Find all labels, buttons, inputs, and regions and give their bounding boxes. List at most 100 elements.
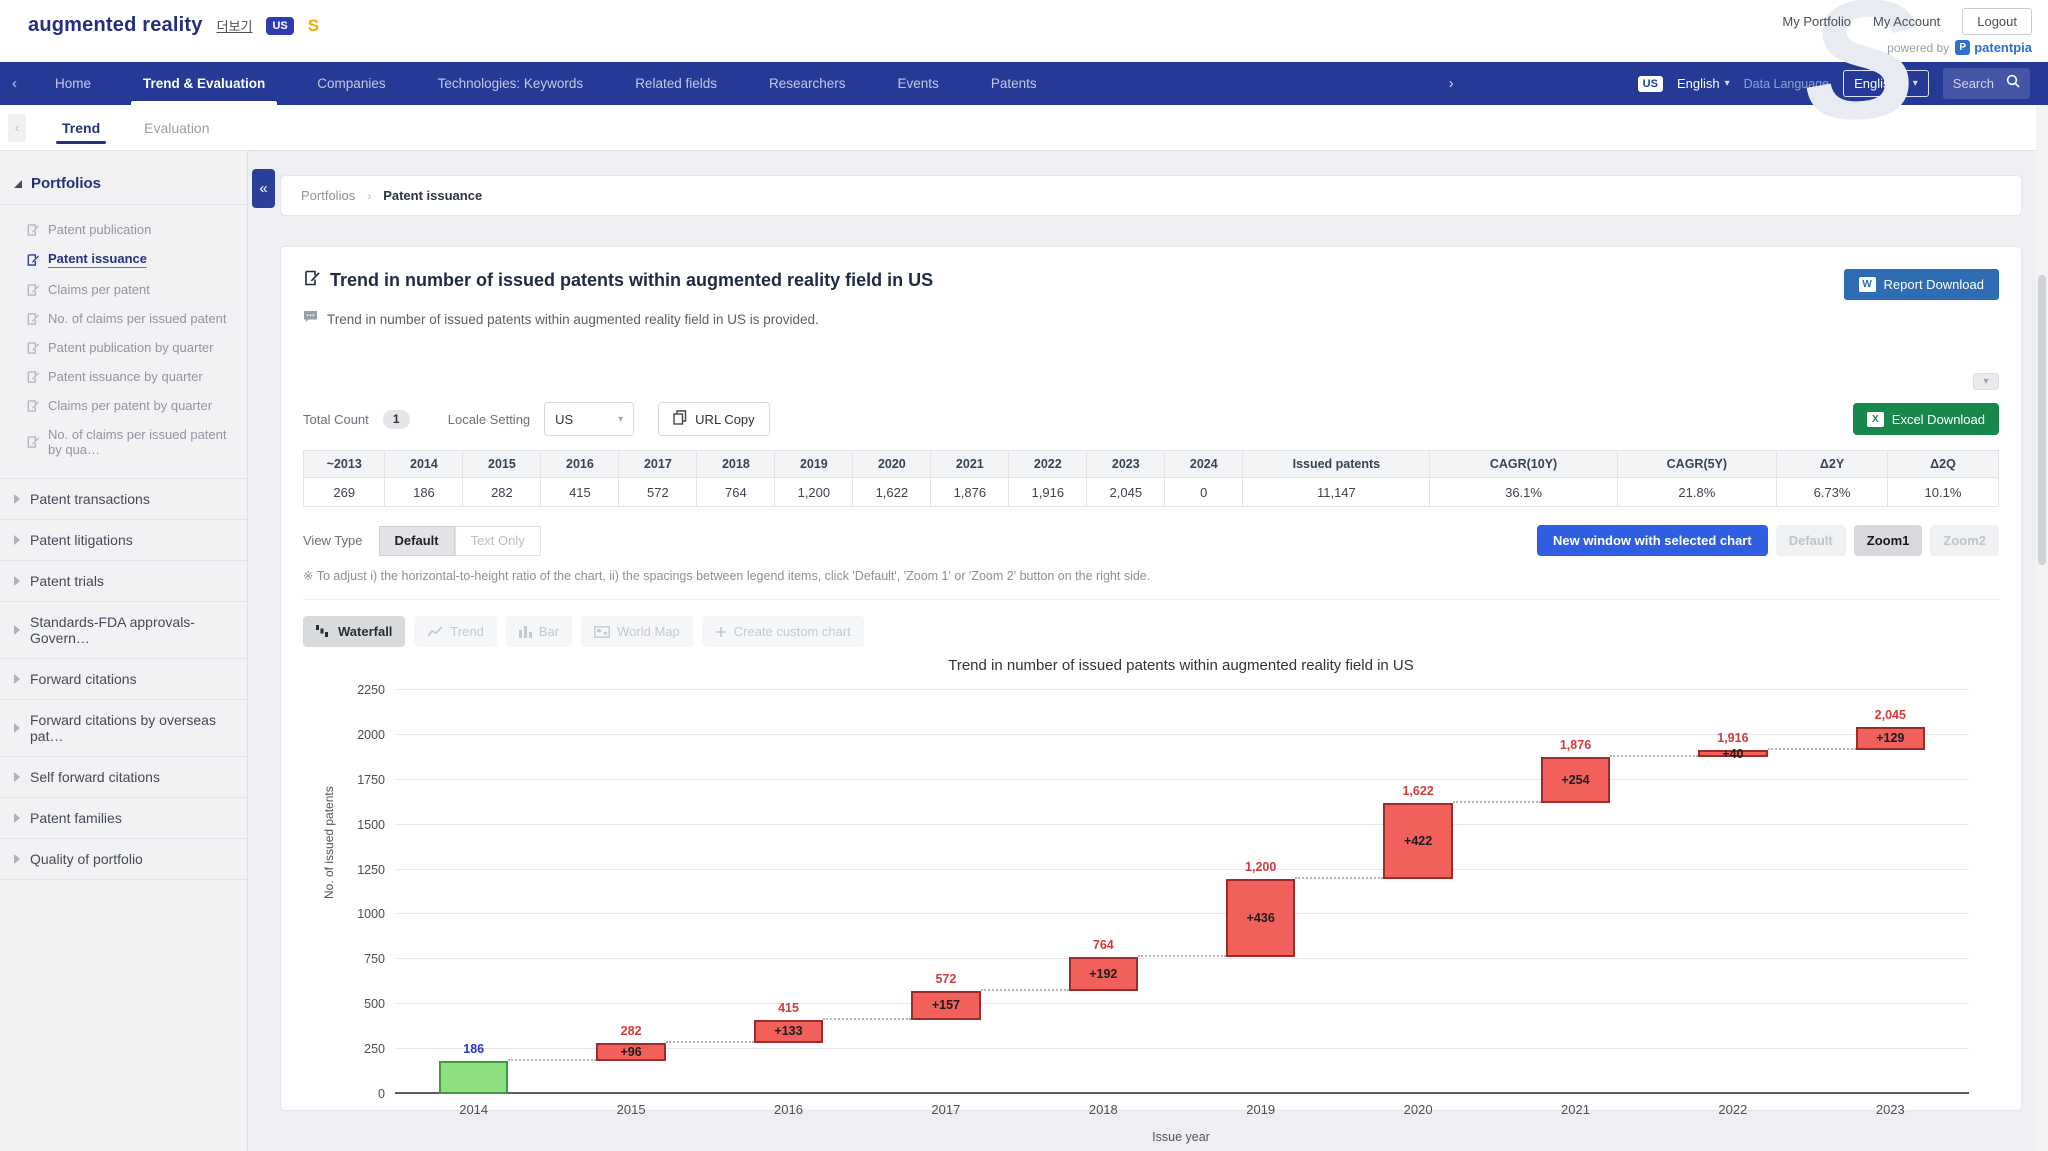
- document-edit-icon: [26, 283, 40, 297]
- zoom-button-default[interactable]: Default: [1775, 525, 1846, 556]
- waterfall-bar-2021: [1540, 757, 1611, 803]
- x-tick-label: 2015: [616, 1102, 646, 1117]
- sidebar-group-portfolios[interactable]: Portfolios: [0, 165, 247, 205]
- view-type-text-only[interactable]: Text Only: [454, 525, 541, 556]
- view-type-default[interactable]: Default: [378, 525, 455, 556]
- search-box[interactable]: Search: [1942, 68, 2030, 99]
- patentpia-logo[interactable]: P patentpia: [1955, 40, 2032, 55]
- sidebar-section-forward-citations-by-overseas-pat[interactable]: Forward citations by overseas pat…: [0, 700, 247, 757]
- sidebar-item-no-of-claims-per-issued-patent[interactable]: No. of claims per issued patent: [0, 304, 247, 333]
- sidebar-item-claims-per-patent-by-quarter[interactable]: Claims per patent by quarter: [0, 391, 247, 420]
- sidebar-item-patent-publication-by-quarter[interactable]: Patent publication by quarter: [0, 333, 247, 362]
- nav-item-related-fields[interactable]: Related fields: [635, 76, 717, 91]
- tabs-back-icon[interactable]: ‹: [8, 113, 26, 142]
- sidebar-section-self-forward-citations[interactable]: Self forward citations: [0, 757, 247, 798]
- sidebar-item-no-of-claims-per-issued-patent-by-qua[interactable]: No. of claims per issued patent by qua…: [0, 420, 247, 464]
- nav-prev-icon[interactable]: ‹: [12, 75, 17, 92]
- sidebar-section-patent-litigations[interactable]: Patent litigations: [0, 520, 247, 561]
- bar-total-label: 572: [935, 972, 957, 987]
- nav-item-companies[interactable]: Companies: [317, 76, 386, 91]
- x-tick-label: 2021: [1561, 1102, 1590, 1117]
- patentpia-logo-icon: P: [1955, 40, 1971, 55]
- sidebar-section-quality-of-portfolio[interactable]: Quality of portfolio: [0, 839, 247, 880]
- x-tick-label: 2016: [774, 1102, 803, 1117]
- waterfall-bar-2014: [439, 1060, 509, 1094]
- waterfall-bar-2018: [1068, 956, 1138, 992]
- chart-tool-trend[interactable]: Trend: [414, 616, 497, 647]
- data-language-select[interactable]: English ▾: [1843, 70, 1929, 97]
- summary-value: 282: [462, 477, 542, 507]
- sidebar-item-claims-per-patent[interactable]: Claims per patent: [0, 275, 247, 304]
- document-edit-icon: [26, 223, 40, 237]
- chart-title: Trend in number of issued patents within…: [948, 657, 1414, 674]
- section-collapse-icon[interactable]: ▾: [1973, 373, 1999, 390]
- summary-value: 6.73%: [1776, 477, 1888, 507]
- chart-tool-create-custom-chart[interactable]: Create custom chart: [701, 616, 864, 647]
- waterfall-bar-2020: [1383, 802, 1453, 879]
- caret-collapsed-icon: [14, 625, 20, 635]
- tab-evaluation[interactable]: Evaluation: [144, 119, 210, 136]
- logout-button[interactable]: Logout: [1962, 8, 2032, 35]
- x-tick-label: 2018: [1088, 1102, 1118, 1117]
- nav-item-technologies-keywords[interactable]: Technologies: Keywords: [437, 76, 584, 91]
- sub-tab-row: ‹ Trend Evaluation: [0, 105, 2048, 151]
- sidebar-section-patent-trials[interactable]: Patent trials: [0, 561, 247, 602]
- url-copy-button[interactable]: URL Copy: [658, 402, 770, 436]
- sidebar-item-patent-issuance[interactable]: Patent issuance: [0, 244, 247, 275]
- sidebar-collapse-button[interactable]: «: [252, 169, 275, 208]
- zoom-button-zoom1[interactable]: Zoom1: [1853, 525, 1923, 556]
- document-edit-icon: [26, 435, 40, 449]
- s-badge: S: [307, 15, 320, 35]
- chart-tool-bar[interactable]: Bar: [505, 616, 573, 647]
- x-axis-label: Issue year: [1152, 1130, 1210, 1144]
- tab-trend[interactable]: Trend: [40, 105, 122, 150]
- nav-item-patents[interactable]: Patents: [990, 76, 1037, 91]
- summary-col-header: ~2013: [302, 450, 386, 478]
- more-link[interactable]: 더보기: [216, 19, 253, 34]
- zoom-button-zoom2[interactable]: Zoom2: [1930, 525, 1999, 556]
- scrollbar-thumb[interactable]: [2038, 275, 2046, 565]
- sidebar-item-patent-issuance-by-quarter[interactable]: Patent issuance by quarter: [0, 362, 247, 391]
- report-download-button[interactable]: W Report Download: [1843, 269, 1999, 300]
- bar-delta-label: +436: [1246, 910, 1275, 925]
- summary-col-header: 2021: [930, 450, 1010, 478]
- sidebar-section-label: Standards-FDA approvals-Govern…: [30, 614, 195, 646]
- ui-language-dropdown[interactable]: English ▾: [1676, 76, 1730, 91]
- gridline: [395, 823, 1969, 825]
- sidebar-section-forward-citations[interactable]: Forward citations: [0, 659, 247, 700]
- my-portfolio-link[interactable]: My Portfolio: [1782, 14, 1852, 29]
- sidebar-item-label: No. of claims per issued patent by qua…: [48, 427, 227, 457]
- nav-next-icon[interactable]: ›: [1448, 75, 1454, 92]
- gridline: [395, 1092, 1969, 1094]
- chart-tool-world-map[interactable]: World Map: [581, 616, 693, 647]
- nav-item-trend-evaluation[interactable]: Trend & Evaluation: [117, 62, 291, 105]
- locale-setting-label: Locale Setting: [447, 411, 531, 427]
- new-window-button[interactable]: New window with selected chart: [1537, 525, 1768, 556]
- summary-value: 11,147: [1242, 477, 1431, 507]
- sidebar-item-label: Claims per patent: [48, 282, 150, 297]
- summary-col-header: 2020: [852, 450, 932, 478]
- main-content: Portfolios › Patent issuance Trend in nu…: [248, 151, 2048, 1151]
- waterfall-connector: [980, 989, 1069, 992]
- locale-select[interactable]: US ▾: [544, 402, 635, 436]
- excel-download-button[interactable]: X Excel Download: [1852, 403, 1999, 435]
- nav-item-home[interactable]: Home: [55, 76, 92, 91]
- document-edit-icon: [26, 341, 40, 355]
- sidebar-section-patent-transactions[interactable]: Patent transactions: [0, 479, 247, 520]
- breadcrumb-parent[interactable]: Portfolios: [301, 188, 356, 203]
- bar-total-label: 1,200: [1245, 859, 1277, 874]
- chart-tool-waterfall[interactable]: Waterfall: [303, 616, 406, 647]
- sidebar-section-patent-families[interactable]: Patent families: [0, 798, 247, 839]
- my-account-link[interactable]: My Account: [1873, 14, 1941, 29]
- sidebar-section-label: Patent families: [30, 810, 122, 826]
- caret-collapsed-icon: [14, 674, 20, 684]
- nav-item-events[interactable]: Events: [897, 76, 939, 91]
- nav-item-researchers[interactable]: Researchers: [769, 76, 846, 91]
- sidebar-item-patent-publication[interactable]: Patent publication: [0, 215, 247, 244]
- summary-value: 1,876: [930, 477, 1010, 507]
- sidebar-item-label: No. of claims per issued patent: [48, 311, 227, 326]
- sidebar-section-standards-fda-approvals-govern[interactable]: Standards-FDA approvals-Govern…: [0, 602, 247, 659]
- waterfall-chart: Trend in number of issued patents within…: [303, 657, 1999, 1151]
- page-title: Trend in number of issued patents within…: [330, 270, 934, 290]
- summary-header-row: ~2013 2014 2015 2016 2017 2018 2019 2020 2021 202…: [302, 450, 2000, 478]
